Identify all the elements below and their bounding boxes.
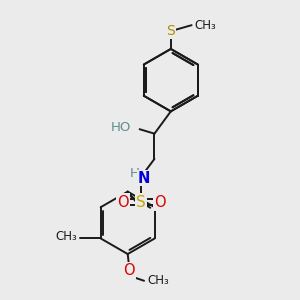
Text: S: S	[136, 194, 146, 209]
Text: O: O	[154, 194, 165, 209]
Text: O: O	[123, 263, 135, 278]
Text: HO: HO	[110, 121, 131, 134]
Text: N: N	[138, 171, 150, 186]
Text: CH₃: CH₃	[56, 230, 77, 243]
Text: O: O	[117, 194, 128, 209]
Text: H: H	[130, 167, 140, 180]
Text: S: S	[167, 24, 175, 38]
Text: CH₃: CH₃	[195, 19, 216, 32]
Text: CH₃: CH₃	[147, 274, 169, 287]
